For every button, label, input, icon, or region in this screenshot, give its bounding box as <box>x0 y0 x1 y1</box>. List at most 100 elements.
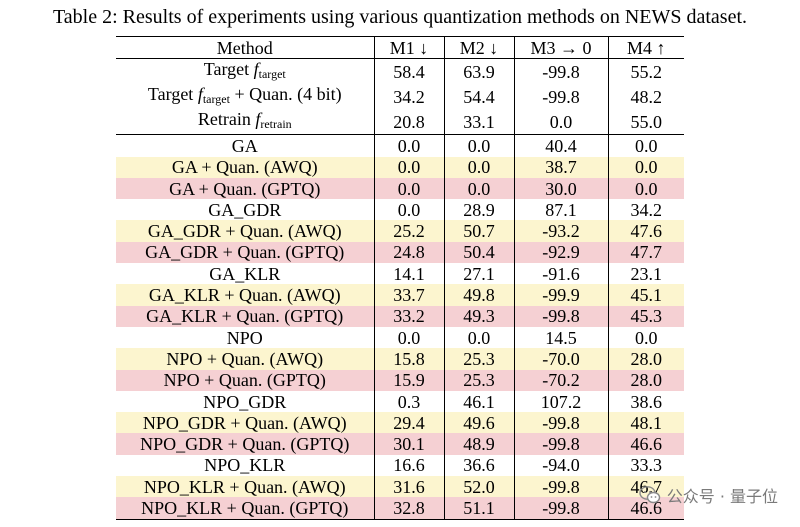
value-m3: -70.0 <box>513 348 608 370</box>
value-m3: -99.8 <box>513 497 608 520</box>
table-row: GA_GDR + Quan. (AWQ) 25.2 50.7 -93.2 47.6 <box>116 220 684 242</box>
value-m1: 33.7 <box>373 284 444 306</box>
header-m1: M1 ↓ <box>373 36 444 59</box>
value-m2: 51.1 <box>443 497 514 520</box>
value-m2: 54.4 <box>443 84 514 110</box>
value-m4: 33.3 <box>607 454 684 477</box>
method-cell: NPO + Quan. (AWQ) <box>116 348 374 370</box>
value-m1: 32.8 <box>373 497 444 520</box>
baseline-section: Target ftarget 58.4 63.9 -99.8 55.2 Target ft… <box>116 58 684 135</box>
value-m2: 25.3 <box>443 348 514 370</box>
method-cell: Target ftarget <box>116 59 374 85</box>
table-caption: Table 2: Results of experiments using va… <box>52 6 748 28</box>
value-m3: -99.8 <box>513 433 608 455</box>
value-m1: 20.8 <box>373 109 444 135</box>
value-m2: 50.7 <box>443 220 514 242</box>
method-cell: NPO_GDR <box>203 391 287 412</box>
function-symbol: f <box>197 84 203 105</box>
table-row: GA_GDR 0.0 28.9 87.1 34.2 <box>116 199 684 221</box>
function-subscript: retrain <box>260 117 292 132</box>
table-row: NPO 0.0 0.0 14.5 0.0 <box>116 326 684 349</box>
value-m2: 49.6 <box>443 412 514 434</box>
value-m4: 48.2 <box>607 84 684 110</box>
value-m2: 0.0 <box>443 177 514 200</box>
header-row: Method M1 ↓ M2 ↓ M3 → 0 M4 ↑ <box>116 36 684 59</box>
value-m4: 0.0 <box>607 326 684 349</box>
value-m2: 52.0 <box>443 476 514 498</box>
value-m1: 14.1 <box>373 263 444 285</box>
method-cell: NPO_KLR + Quan. (GPTQ) <box>116 497 374 520</box>
value-m3: -99.8 <box>513 84 608 110</box>
value-m4: 28.0 <box>607 348 684 370</box>
method-cell: GA_GDR + Quan. (GPTQ) <box>116 241 374 264</box>
value-m2: 0.0 <box>443 134 514 157</box>
method-cell: GA + Quan. (GPTQ) <box>116 177 374 200</box>
value-m2: 49.3 <box>443 305 514 327</box>
value-m3: -99.9 <box>513 284 608 306</box>
method-suffix: + Quan. (4 bit) <box>229 84 342 105</box>
table-row: NPO_KLR + Quan. (AWQ) 31.6 52.0 -99.8 46.7 <box>116 476 684 498</box>
value-m4: 28.0 <box>607 369 684 391</box>
table-row: GA_KLR 14.1 27.1 -91.6 23.1 <box>116 263 684 285</box>
value-m3: -94.0 <box>513 454 608 477</box>
value-m4: 47.7 <box>607 241 684 264</box>
value-m4: 55.0 <box>607 109 684 135</box>
method-cell: Retrain fretrain <box>116 109 374 135</box>
value-m1: 0.0 <box>373 177 444 200</box>
value-m3: 30.0 <box>513 177 608 200</box>
baseline-row: Retrain fretrain 20.8 33.1 0.0 55.0 <box>116 109 684 135</box>
baseline-row: Target ftarget 58.4 63.9 -99.8 55.2 <box>116 58 684 85</box>
value-m3: -92.9 <box>513 241 608 264</box>
table-row: GA_KLR + Quan. (GPTQ) 33.2 49.3 -99.8 45.3 <box>116 305 684 327</box>
table-row: NPO + Quan. (GPTQ) 15.9 25.3 -70.2 28.0 <box>116 369 684 391</box>
value-m1: 0.0 <box>373 134 444 157</box>
value-m1: 15.8 <box>373 348 444 370</box>
method-cell: GA_GDR <box>208 199 282 220</box>
header-m3: M3 → 0 <box>513 36 608 59</box>
value-m2: 0.0 <box>443 156 514 178</box>
value-m2: 25.3 <box>443 369 514 391</box>
method-cell: GA_KLR <box>209 263 281 284</box>
value-m3: 40.4 <box>513 134 608 157</box>
value-m3: -99.8 <box>513 58 608 85</box>
value-m2: 48.9 <box>443 433 514 455</box>
value-m3: -91.6 <box>513 263 608 285</box>
value-m3: 0.0 <box>513 109 608 135</box>
value-m3: -99.8 <box>513 305 608 327</box>
header-m2: M2 ↓ <box>443 36 514 59</box>
method-cell: GA_KLR + Quan. (GPTQ) <box>116 305 374 327</box>
value-m4: 46.6 <box>607 497 684 520</box>
baseline-row: Target ftarget + Quan. (4 bit) 34.2 54.4 -9… <box>116 84 684 110</box>
value-m4: 0.0 <box>607 177 684 200</box>
value-m3: 87.1 <box>513 199 608 221</box>
table-row: NPO_GDR + Quan. (AWQ) 29.4 49.6 -99.8 48.1 <box>116 412 684 434</box>
header-method: Method <box>216 37 273 58</box>
method-cell: GA_KLR + Quan. (AWQ) <box>116 284 374 306</box>
value-m2: 63.9 <box>443 58 514 85</box>
table-row: GA_GDR + Quan. (GPTQ) 24.8 50.4 -92.9 47.7 <box>116 241 684 264</box>
value-m1: 16.6 <box>373 454 444 477</box>
method-cell: GA + Quan. (AWQ) <box>116 156 374 178</box>
value-m3: -70.2 <box>513 369 608 391</box>
value-m4: 46.6 <box>607 433 684 455</box>
value-m2: 50.4 <box>443 241 514 264</box>
value-m4: 23.1 <box>607 263 684 285</box>
table-row: NPO_GDR 0.3 46.1 107.2 38.6 <box>116 390 684 413</box>
wechat-icon <box>639 486 660 504</box>
table-row: NPO_KLR 16.6 36.6 -94.0 33.3 <box>116 454 684 477</box>
table-row: GA 0.0 0.0 40.4 0.0 <box>116 134 684 157</box>
value-m2: 49.8 <box>443 284 514 306</box>
value-m3: -99.8 <box>513 412 608 434</box>
method-cell: Target ftarget + Quan. (4 bit) <box>116 84 374 109</box>
value-m4: 0.0 <box>607 156 684 178</box>
value-m4: 0.0 <box>607 134 684 157</box>
value-m4: 34.2 <box>607 199 684 221</box>
value-m1: 24.8 <box>373 241 444 264</box>
value-m3: -93.2 <box>513 220 608 242</box>
table-row: GA_KLR + Quan. (AWQ) 33.7 49.8 -99.9 45.1 <box>116 284 684 306</box>
value-m4: 47.6 <box>607 220 684 242</box>
results-table: Method M1 ↓ M2 ↓ M3 → 0 M4 ↑ Target ftar… <box>116 36 684 520</box>
function-subscript: target <box>202 92 230 107</box>
method-prefix: Target <box>147 84 198 105</box>
method-cell: NPO_KLR <box>204 455 286 476</box>
